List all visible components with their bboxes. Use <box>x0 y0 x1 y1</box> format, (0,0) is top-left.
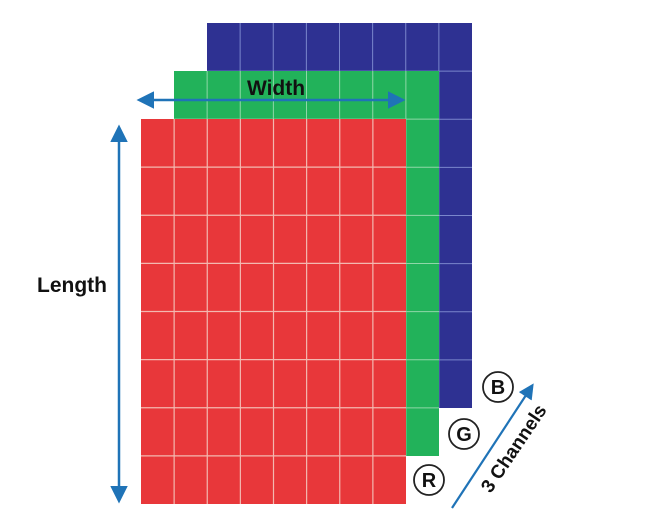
channel-b-label: B <box>491 377 505 399</box>
channel-g-marker: G <box>448 418 480 450</box>
width-label: Width <box>247 77 305 100</box>
red-channel-layer <box>141 119 406 504</box>
channels-label: 3 Channels <box>477 401 551 497</box>
channel-b-marker: B <box>482 371 514 403</box>
channel-g-label: G <box>456 424 472 446</box>
channel-r-label: R <box>422 470 437 492</box>
channel-r-marker: R <box>413 464 445 496</box>
channels-arrow <box>451 383 534 509</box>
length-label: Length <box>37 274 107 297</box>
